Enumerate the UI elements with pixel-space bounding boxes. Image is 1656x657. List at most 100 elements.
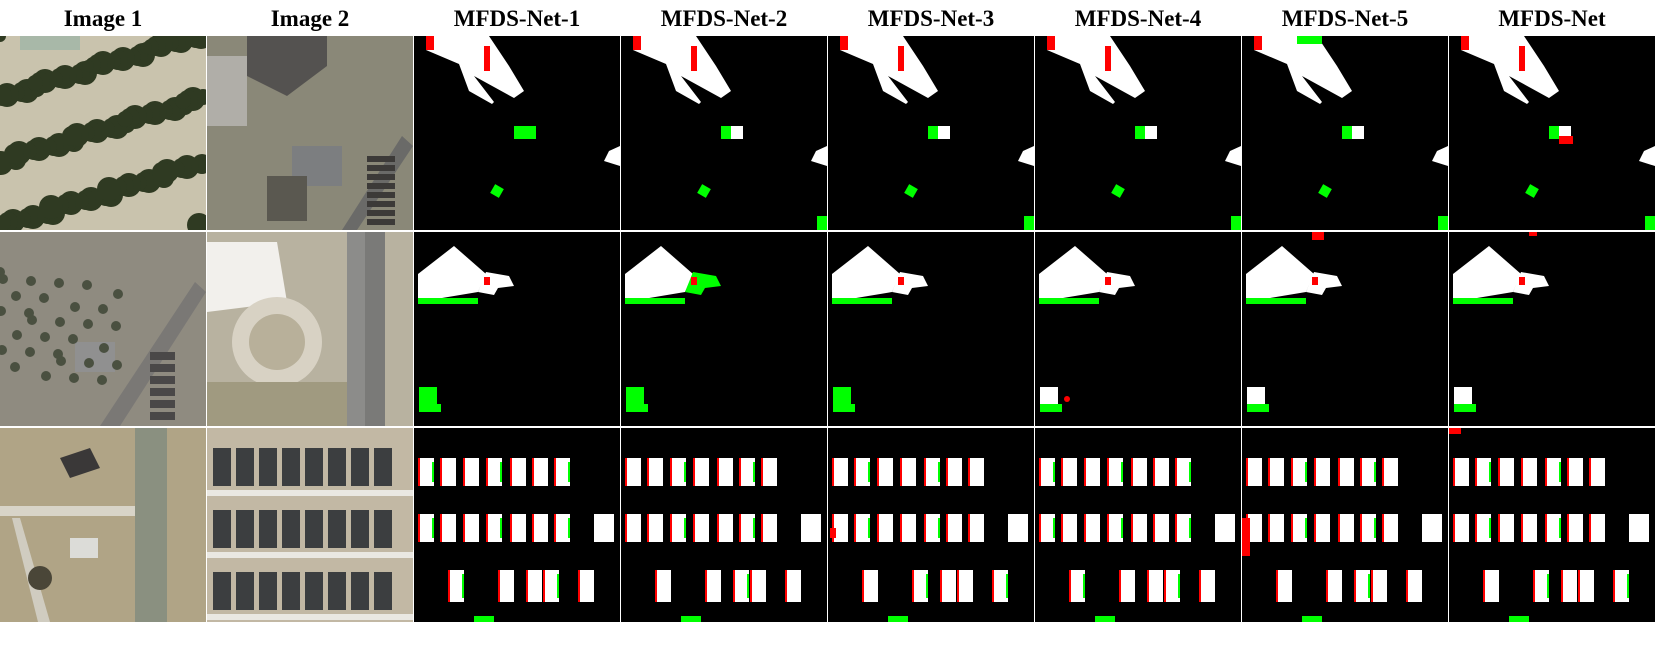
house-roof (351, 448, 369, 486)
false-positive-edge (448, 570, 450, 602)
building-change (1084, 514, 1100, 542)
building-change (1039, 458, 1055, 486)
false-negative-edge (1121, 462, 1123, 482)
building-change (1314, 514, 1330, 542)
change-map (414, 36, 620, 230)
building-change (1639, 146, 1655, 166)
building-change (670, 514, 686, 542)
shrub (41, 371, 51, 381)
house-roof (367, 201, 395, 207)
building-change (625, 246, 693, 302)
building-change (1360, 514, 1376, 542)
net5-row-1-map (1242, 36, 1448, 230)
false-negative-edge (1053, 518, 1055, 538)
false-negative-edge (1627, 574, 1629, 598)
building-change (486, 458, 502, 486)
false-positive-edge (691, 46, 697, 71)
building-change (1326, 570, 1342, 602)
false-positive-edge (543, 570, 545, 602)
building-change (785, 570, 801, 602)
false-positive-edge (1153, 514, 1155, 542)
building-change (1338, 514, 1354, 542)
false-negative-region (1302, 616, 1322, 622)
false-positive-edge (1069, 570, 1071, 602)
house-roof (305, 448, 323, 486)
change-map (1242, 36, 1448, 230)
vehicles-yard (267, 176, 307, 221)
false-negative-edge (1368, 574, 1370, 598)
building-change (486, 514, 502, 542)
shrub (98, 304, 108, 314)
false-positive-edge (625, 514, 627, 542)
building-change (1498, 514, 1514, 542)
false-negative-region (1247, 404, 1269, 412)
aerial-photo (207, 428, 413, 622)
false-negative-region (1297, 36, 1322, 44)
false-negative-edge (1305, 518, 1307, 538)
building-change (1131, 514, 1147, 542)
false-positive-edge (854, 514, 856, 542)
false-positive-edge (1354, 570, 1356, 602)
false-positive-region (1449, 428, 1461, 434)
false-positive-edge (1175, 514, 1177, 542)
false-positive-edge (1589, 458, 1591, 486)
building-change (625, 458, 641, 486)
false-negative-edge (684, 518, 686, 538)
building-change (1175, 514, 1191, 542)
building-change (940, 570, 956, 602)
false-positive-edge (1061, 458, 1063, 486)
building-change (655, 570, 671, 602)
house-roof (328, 572, 346, 610)
false-positive-edge (426, 36, 434, 50)
building-change (543, 570, 559, 602)
building-change (739, 514, 755, 542)
false-negative-edge (747, 574, 749, 598)
building-change (968, 458, 984, 486)
false-positive-region (1242, 518, 1250, 556)
shrub (112, 360, 122, 370)
false-positive-edge (1338, 458, 1340, 486)
false-positive-edge (1291, 458, 1293, 486)
false-positive-edge (633, 36, 641, 50)
false-positive-edge (1498, 458, 1500, 486)
street (207, 614, 413, 620)
house-roof (150, 352, 175, 360)
false-positive-edge (1268, 458, 1270, 486)
false-negative-edge (568, 462, 570, 482)
building-change (900, 458, 916, 486)
building-roof (70, 538, 98, 558)
building-change (1453, 514, 1469, 542)
building-change (1291, 514, 1307, 542)
false-positive-edge (898, 46, 904, 71)
false-positive-edge (840, 36, 848, 50)
house-roof (282, 510, 300, 548)
img1-row-3-image (0, 428, 206, 622)
false-positive-edge (625, 458, 627, 486)
false-negative-edge (432, 518, 434, 538)
building-change (1475, 514, 1491, 542)
building-change (1338, 458, 1354, 486)
false-positive-edge (750, 570, 752, 602)
false-positive-edge (1131, 458, 1133, 486)
building-change (705, 570, 721, 602)
change-map (1242, 232, 1448, 426)
false-positive-edge (1589, 514, 1591, 542)
building-change (526, 570, 542, 602)
false-positive-edge (924, 514, 926, 542)
house-roof (367, 165, 395, 171)
change-map (1035, 36, 1241, 230)
false-positive-edge (532, 458, 534, 486)
building-change (1147, 570, 1163, 602)
false-positive-edge (946, 458, 948, 486)
false-positive-edge (1453, 514, 1455, 542)
net2-row-3-map (621, 428, 827, 622)
false-positive-edge (1360, 458, 1362, 486)
false-positive-edge (1312, 277, 1318, 285)
building-change (498, 570, 514, 602)
building-change (1153, 514, 1169, 542)
house-roof (374, 448, 392, 486)
building-change (1589, 458, 1605, 486)
parking-lot (207, 56, 247, 126)
building-roof (207, 242, 287, 312)
building-change (418, 246, 486, 302)
